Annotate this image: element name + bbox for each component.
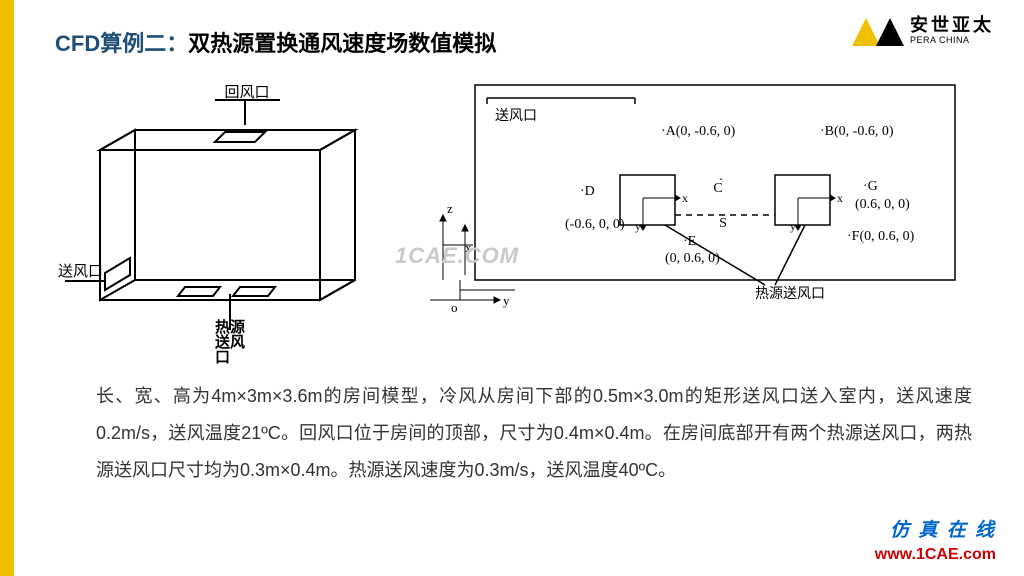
logo-en: PERA CHINA (910, 36, 994, 45)
description-paragraph: 长、宽、高为4m×3m×3.6m的房间模型，冷风从房间下部的0.5m×3.0m的… (96, 378, 972, 489)
ax-y2: y (790, 219, 796, 233)
title-rest: 双热源置换通风速度场数值模拟 (188, 31, 496, 56)
pt-B: ·B(0, -0.6, 0) (820, 124, 894, 139)
pt-A: ·A(0, -0.6, 0) (661, 124, 736, 139)
pt-Dc: (-0.6, 0, 0) (565, 217, 625, 232)
ax-o: o (451, 300, 458, 315)
logo-cn: 安世亚太 (910, 16, 994, 34)
title-prefix: CFD算例二： (55, 31, 188, 56)
pt-Ec: (0, 0.6, 0) (665, 251, 720, 266)
logo-triangles (852, 14, 904, 46)
pt-Cdot: · (719, 173, 724, 188)
ax-y1: y (635, 219, 641, 233)
ax-z: z (447, 201, 453, 216)
ax-yg: y (503, 293, 510, 308)
page-title: CFD算例二：双热源置换通风速度场数值模拟 (55, 26, 496, 58)
label-heat-2d: 热源送风口 (755, 286, 825, 302)
pt-D: ·D (580, 184, 595, 199)
figure-3d-svg: 回风口 送风口 热源送风口 (55, 80, 435, 340)
figure-2d: 送风口 ·A(0, -0.6, 0) ·B(0, -0.6, 0) ·D (-0… (465, 80, 965, 320)
footer-url: www.1CAE.com (875, 546, 996, 564)
ax-x2: x (837, 191, 843, 205)
pt-E: ·E (683, 234, 696, 249)
triangle-black-icon (876, 18, 904, 46)
ax-x1: x (682, 191, 688, 205)
pt-S: S (719, 216, 727, 231)
logo: 安世亚太 PERA CHINA (852, 14, 994, 46)
label-supply-2d: 送风口 (495, 108, 537, 124)
label-heat3d: 热源送风口 (214, 318, 245, 366)
figure-3d: 回风口 送风口 热源送风口 (55, 80, 435, 340)
logo-text: 安世亚太 PERA CHINA (910, 16, 994, 45)
label-return: 回风口 (224, 84, 269, 101)
pt-Gc: (0.6, 0, 0) (855, 197, 910, 212)
watermark: 1CAE.COM (395, 243, 519, 269)
accent-bar (0, 0, 14, 576)
pt-F: ·F(0, 0.6, 0) (847, 229, 915, 244)
pt-G: ·G (863, 179, 878, 194)
figure-2d-svg: 送风口 ·A(0, -0.6, 0) ·B(0, -0.6, 0) ·D (-0… (465, 80, 965, 320)
footer-cn: 仿 真 在 线 (890, 515, 996, 542)
label-supply: 送风口 (58, 263, 103, 280)
